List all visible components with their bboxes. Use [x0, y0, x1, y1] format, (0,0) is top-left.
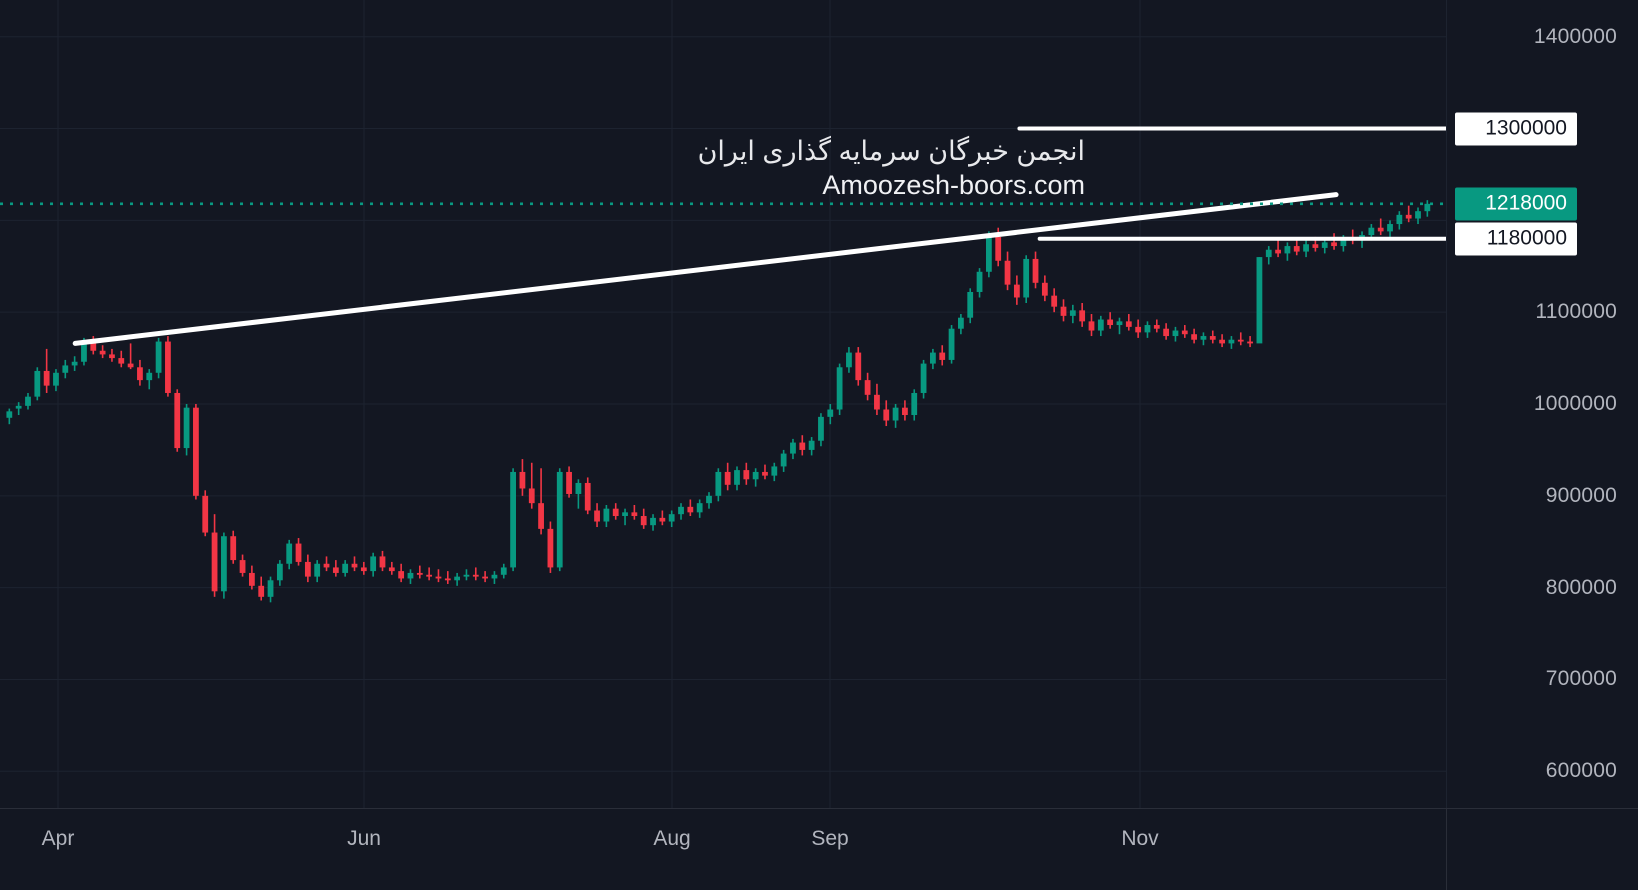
price-tick-label: 600000 [1545, 759, 1617, 783]
time-tick-label: Nov [1121, 827, 1159, 850]
price-tick-label: 1400000 [1533, 24, 1617, 48]
current-price-badge[interactable]: 1218000 [1455, 187, 1577, 221]
price-tick-label: 800000 [1545, 575, 1617, 599]
time-tick-label: Apr [41, 827, 75, 850]
chart-plot-area[interactable] [0, 0, 1446, 808]
price-level-tag[interactable]: 1180000 [1455, 222, 1577, 256]
axis-corner-divider [1446, 809, 1447, 890]
horizontal-gridlines [0, 36, 1446, 772]
chart-annotations [0, 126, 1446, 346]
time-scale[interactable]: Apr Jun Aug Sep Nov [0, 808, 1638, 890]
price-tick-label: 1000000 [1533, 392, 1617, 415]
price-scale[interactable]: 1400000 1100000 1000000 900000 800000 700000 6… [1446, 0, 1638, 808]
price-tick-label: 700000 [1545, 667, 1617, 691]
price-level-tag[interactable]: 1300000 [1455, 112, 1577, 146]
candlestick-canvas [0, 0, 1446, 808]
time-tick-label: Sep [811, 827, 849, 850]
time-tick-label: Aug [653, 827, 691, 850]
price-tick-label: 900000 [1545, 483, 1617, 507]
price-tick-label: 1100000 [1535, 300, 1617, 324]
candle-series [6, 200, 1431, 603]
time-tick-label: Jun [347, 827, 381, 850]
